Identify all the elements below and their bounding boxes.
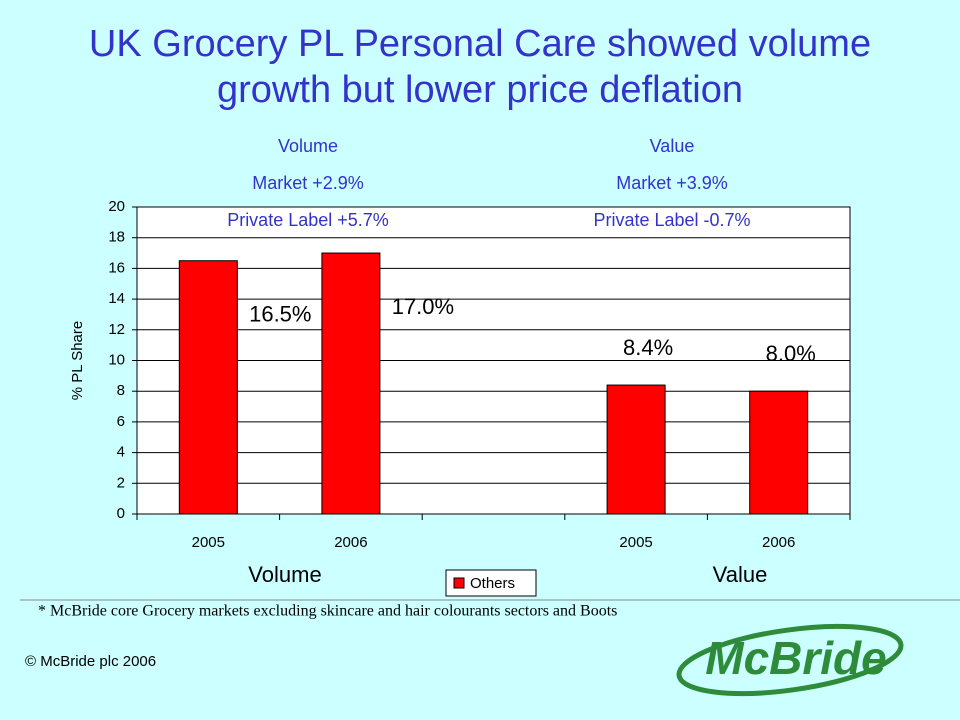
plot-border	[136, 206, 851, 515]
copyright: © McBride plc 2006	[25, 653, 156, 670]
y-tick-label: 16	[108, 259, 125, 276]
y-tick-label: 20	[108, 198, 125, 215]
x-tick-label: 2006	[762, 534, 795, 551]
y-axis-label: % PL Share	[69, 321, 86, 401]
y-tick-label: 12	[108, 321, 125, 338]
bar	[606, 384, 666, 515]
bar	[178, 260, 238, 515]
logo: McBride	[676, 623, 904, 697]
value-label: 8.0%	[766, 341, 816, 366]
logo-swoosh	[676, 623, 904, 697]
group-label: Value	[713, 562, 768, 587]
annotation: Market +3.9%	[616, 173, 728, 193]
y-tick-label: 0	[117, 505, 125, 522]
annotation: Volume	[278, 136, 338, 156]
annotation: Private Label +5.7%	[227, 210, 389, 230]
y-tick-label: 14	[108, 290, 125, 307]
logo-text: McBride	[705, 632, 886, 684]
x-tick-label: 2005	[192, 534, 225, 551]
x-tick-label: 2006	[334, 534, 367, 551]
x-tick-label: 2005	[619, 534, 652, 551]
legend-swatch	[453, 577, 465, 589]
annotation: Value	[650, 136, 695, 156]
title-line: UK Grocery PL Personal Care showed volum…	[89, 23, 871, 65]
y-tick-label: 18	[108, 229, 125, 246]
value-label: 8.4%	[623, 335, 673, 360]
legend-label: Others	[470, 575, 515, 592]
title-line: growth but lower price deflation	[217, 69, 743, 111]
bar	[321, 252, 381, 515]
y-tick-label: 4	[117, 444, 125, 461]
annotation: Private Label -0.7%	[593, 210, 750, 230]
y-tick-label: 8	[117, 382, 125, 399]
y-tick-label: 2	[117, 474, 125, 491]
y-tick-label: 10	[108, 351, 125, 368]
group-label: Volume	[248, 562, 321, 587]
footnote: * McBride core Grocery markets excluding…	[38, 603, 617, 620]
annotation: Market +2.9%	[252, 173, 364, 193]
value-label: 16.5%	[249, 302, 311, 327]
value-label: 17.0%	[392, 294, 454, 319]
bar	[749, 390, 809, 515]
y-tick-label: 6	[117, 413, 125, 430]
